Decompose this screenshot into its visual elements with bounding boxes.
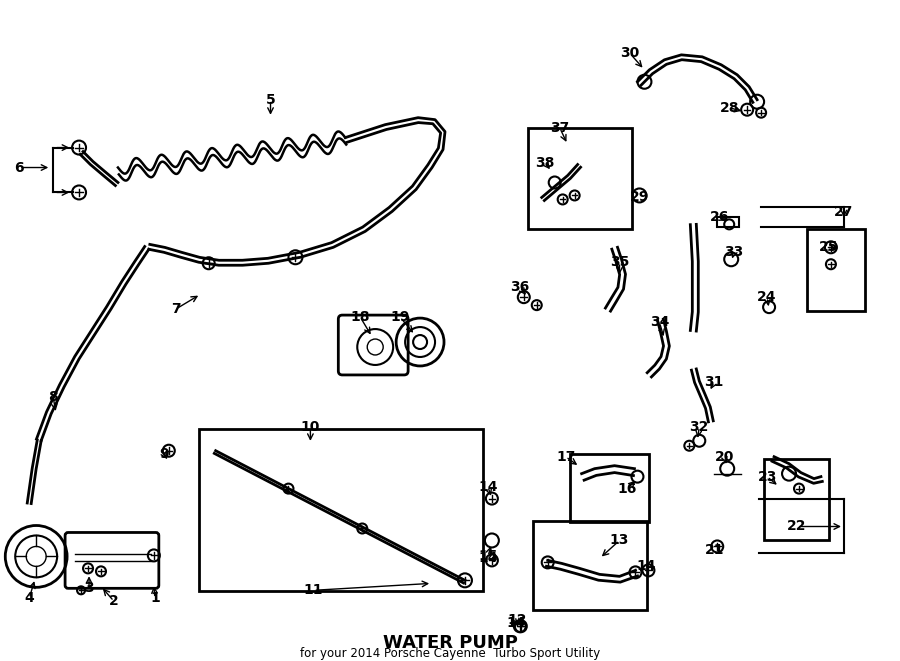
Text: 36: 36 <box>510 280 529 294</box>
Text: 37: 37 <box>550 121 570 135</box>
Text: 15: 15 <box>478 549 498 563</box>
Bar <box>807 229 865 311</box>
Text: 30: 30 <box>620 46 639 60</box>
Text: 14: 14 <box>478 480 498 494</box>
Bar <box>764 459 829 541</box>
Text: 29: 29 <box>630 190 649 204</box>
Bar <box>527 128 633 229</box>
Text: 3: 3 <box>85 581 94 596</box>
Text: 21: 21 <box>705 543 724 557</box>
Text: 1: 1 <box>150 592 159 605</box>
Text: 33: 33 <box>724 245 743 259</box>
Text: 25: 25 <box>819 241 839 254</box>
Text: 11: 11 <box>303 583 323 598</box>
Text: 26: 26 <box>709 210 729 224</box>
Text: 18: 18 <box>350 310 370 324</box>
Text: 24: 24 <box>757 290 777 304</box>
Bar <box>199 429 483 592</box>
Text: 14: 14 <box>506 616 526 630</box>
Text: 22: 22 <box>788 520 806 533</box>
Text: 9: 9 <box>159 447 168 461</box>
Text: 13: 13 <box>610 533 629 547</box>
Text: 7: 7 <box>171 302 181 316</box>
Text: for your 2014 Porsche Cayenne  Turbo Sport Utility: for your 2014 Porsche Cayenne Turbo Spor… <box>300 646 600 660</box>
Text: 14: 14 <box>478 551 498 565</box>
Bar <box>533 520 647 610</box>
Text: 34: 34 <box>650 315 669 329</box>
Text: 14: 14 <box>636 559 656 573</box>
Bar <box>570 453 650 522</box>
Text: WATER PUMP: WATER PUMP <box>382 634 518 652</box>
Bar <box>717 217 739 227</box>
Text: 6: 6 <box>14 161 24 175</box>
Text: 28: 28 <box>719 100 739 115</box>
Text: 8: 8 <box>49 390 58 404</box>
Text: 12: 12 <box>507 613 526 627</box>
Text: 17: 17 <box>556 449 575 464</box>
Text: 2: 2 <box>109 594 119 608</box>
Text: 4: 4 <box>24 592 34 605</box>
Text: 32: 32 <box>689 420 709 434</box>
Text: 38: 38 <box>535 155 554 169</box>
Text: 31: 31 <box>705 375 724 389</box>
Text: 10: 10 <box>301 420 320 434</box>
Text: 23: 23 <box>758 469 777 484</box>
Text: 19: 19 <box>391 310 410 324</box>
Text: 27: 27 <box>834 206 853 219</box>
Text: 35: 35 <box>610 255 629 269</box>
Text: 16: 16 <box>617 482 637 496</box>
Text: 5: 5 <box>266 93 275 106</box>
Text: 20: 20 <box>715 449 733 464</box>
